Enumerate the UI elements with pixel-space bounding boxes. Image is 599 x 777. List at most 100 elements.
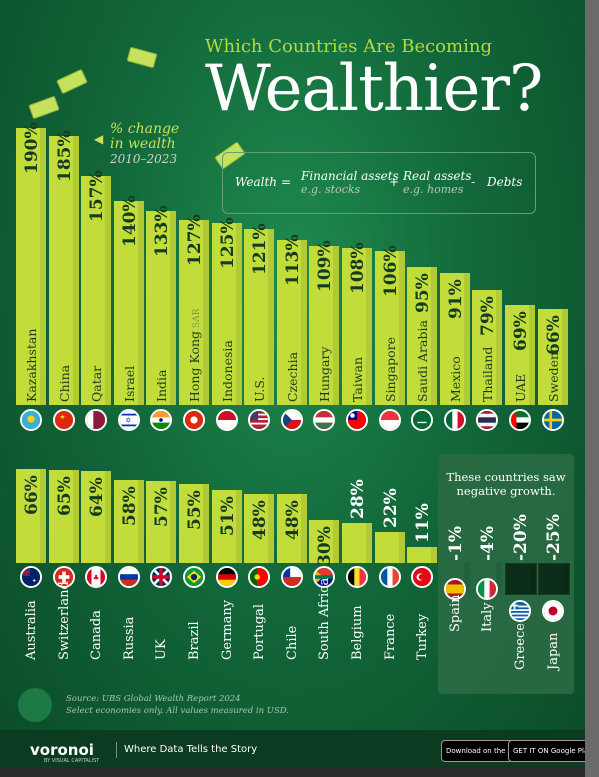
infographic: Which Countries Are Becoming Wealthier? …: [0, 0, 585, 777]
bar-germany: [211, 490, 242, 563]
country-label: Chile: [284, 625, 300, 660]
svg-text:♣: ♣: [93, 573, 99, 582]
flag-icon: [183, 566, 205, 588]
flag-icon: [150, 409, 173, 431]
flag-icon: [280, 409, 303, 431]
value-label: 66%: [543, 315, 564, 355]
bar-saudi-arabia: [407, 266, 438, 405]
bar-qatar: [81, 176, 112, 405]
value-label: 79%: [478, 296, 499, 336]
formula-financial: Financial assets: [301, 169, 399, 183]
value-label: 125%: [217, 217, 238, 269]
flag-icon: [52, 566, 75, 588]
flag-icon: ✦: [20, 566, 42, 588]
country-label: Greece: [513, 623, 528, 670]
bar-sweden: [537, 308, 568, 405]
value-label: 185%: [54, 129, 75, 182]
country-label: Italy: [480, 602, 496, 632]
bar-france: [374, 531, 405, 563]
flag-icon: [20, 409, 42, 431]
flag-icon: [509, 600, 531, 622]
bar-hong-kong: [179, 220, 209, 405]
formula-minus: -: [471, 175, 476, 189]
flag-icon: [541, 409, 564, 431]
money-bill-icon: [28, 95, 60, 120]
value-label: 133%: [152, 205, 173, 258]
flag-icon: ★: [52, 409, 75, 431]
bar-czechia: [276, 240, 307, 405]
value-label: 28%: [348, 479, 368, 519]
formula-wealth: Wealth: [235, 175, 277, 189]
flag-icon: [183, 409, 205, 431]
flag-icon: [150, 566, 173, 588]
value-label: 127%: [185, 214, 205, 267]
flag-icon: [280, 566, 303, 588]
value-label: 109%: [315, 240, 336, 293]
bar-chile: [276, 494, 307, 563]
bar-greece: [505, 563, 537, 595]
formula-debts: Debts: [487, 175, 523, 189]
value-label: 69%: [511, 310, 531, 351]
bar-turkey: [407, 547, 438, 563]
country-label: Indonesia: [219, 340, 235, 402]
bar-switzerland: [48, 470, 79, 563]
flag-icon: [378, 409, 401, 431]
bar-belgium: [342, 522, 372, 563]
bar-hungary: [309, 246, 340, 405]
flag-icon: [378, 566, 401, 588]
country-label: Qatar: [89, 365, 105, 402]
bar-u-s-: [244, 228, 275, 405]
country-label: Canada: [89, 610, 105, 660]
formula-real-example: e.g. homes: [403, 183, 464, 196]
flag-icon: [85, 409, 108, 431]
legend-period: 2010–2023: [110, 152, 178, 166]
value-label: 95%: [413, 272, 434, 313]
flag-icon: ✡: [117, 409, 140, 431]
source-note: Source: UBS Global Wealth Report 2024 Se…: [66, 693, 289, 717]
formula-plus: +: [389, 175, 400, 189]
value-label: 157%: [87, 170, 108, 223]
bar-india: [146, 211, 177, 405]
country-label: Israel: [121, 365, 137, 402]
value-label: 140%: [119, 195, 140, 248]
flag-icon: [346, 409, 368, 431]
country-label: Sweden: [545, 351, 561, 402]
flag-icon: [509, 409, 531, 431]
bottom-edge: [0, 768, 585, 777]
voronoi-logo[interactable]: voronoi: [30, 741, 94, 759]
bar-brazil: [179, 484, 209, 563]
country-label: France: [382, 613, 398, 660]
legend: % change in wealth 2010–2023: [110, 122, 179, 167]
value-label: 91%: [445, 278, 466, 319]
value-label: 48%: [282, 500, 303, 541]
google-play-button[interactable]: GET IT ON Google Play: [508, 740, 585, 762]
bar-japan: [537, 563, 570, 595]
country-label: Saudi Arabia: [415, 320, 431, 402]
value-label: 57%: [152, 487, 173, 528]
bar-thailand: [472, 289, 503, 405]
value-label: 48%: [250, 500, 271, 541]
wealth-formula: Wealth = Financial assets e.g. stocks + …: [222, 152, 536, 214]
country-label: UK: [154, 639, 170, 660]
bar-russia: [113, 480, 144, 563]
value-label: 64%: [87, 477, 108, 518]
country-label: Belgium: [350, 605, 365, 660]
country-label: Australia: [24, 600, 39, 660]
country-label: China: [56, 364, 72, 402]
flag-icon: [313, 566, 336, 588]
value-label: 30%: [315, 526, 336, 567]
bar-singapore: [374, 250, 405, 405]
flag-icon: [411, 566, 434, 588]
money-bill-icon: [126, 46, 158, 69]
country-label: Brazil: [187, 621, 202, 660]
bar-israel: [113, 201, 144, 405]
value-label: 66%: [22, 474, 42, 515]
value-label: 108%: [348, 242, 368, 294]
formula-financial-example: e.g. stocks: [301, 183, 361, 196]
value-label: 22%: [380, 487, 401, 528]
bar-kazakhstan: [16, 128, 46, 405]
value-label: 58%: [119, 486, 140, 527]
country-label: Switzerland: [56, 581, 72, 660]
voronoi-byline: BY VISUAL CAPITALIST: [44, 758, 100, 764]
bar-portugal: [244, 494, 275, 563]
